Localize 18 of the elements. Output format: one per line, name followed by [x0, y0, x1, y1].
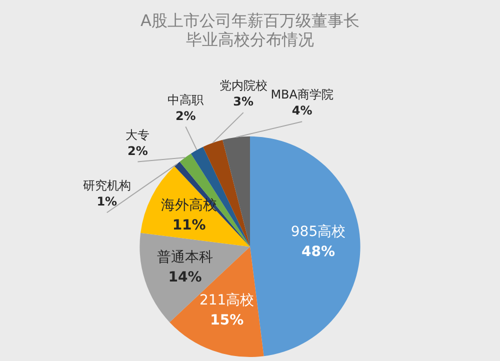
slice-label: 211高校: [199, 292, 254, 309]
data-label: 2%: [175, 108, 196, 123]
chart-title: A股上市公司年薪百万级董事长毕业高校分布情况: [140, 10, 360, 49]
slice-label: 党内院校: [219, 78, 268, 93]
slice-label: 985高校: [290, 224, 346, 240]
slice-label: 研究机构: [82, 178, 131, 193]
data-label: 3%: [233, 94, 254, 109]
data-label: 48%: [301, 244, 336, 260]
slice-label: MBA商学院: [270, 88, 334, 102]
data-label: 4%: [292, 104, 312, 118]
slice-label: 中高职: [168, 92, 204, 107]
slice-label: 大专: [126, 128, 150, 142]
data-label: 1%: [96, 194, 118, 209]
slice-label: 普通本科: [156, 248, 213, 266]
data-label: 11%: [172, 217, 206, 234]
data-label: 2%: [128, 144, 148, 158]
data-label: 14%: [168, 269, 202, 286]
data-label: 15%: [210, 312, 244, 329]
